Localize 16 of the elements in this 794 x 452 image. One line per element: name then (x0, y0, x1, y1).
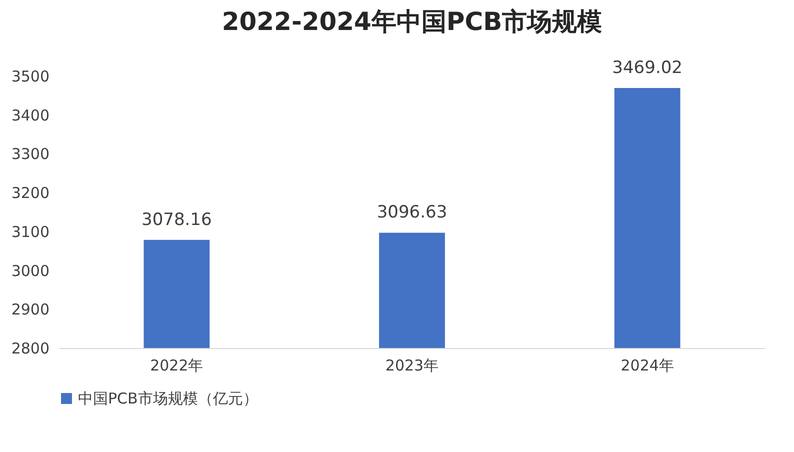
y-tick-label: 3300 (11, 145, 50, 164)
x-tick-label: 2024年 (620, 356, 674, 374)
y-tick-label: 2800 (11, 340, 50, 358)
y-tick-label: 3500 (11, 68, 50, 86)
y-tick-label: 2900 (11, 300, 50, 319)
data-label: 3096.63 (376, 202, 448, 223)
legend-label: 中国PCB市场规模（亿元） (78, 390, 258, 408)
data-label: 3469.02 (612, 58, 682, 78)
data-label: 3078.16 (142, 210, 212, 230)
x-tick-label: 2022年 (150, 356, 204, 374)
chart-title: 2022-2024年中国PCB市场规模 (222, 7, 602, 36)
x-tick-label: 2023年 (385, 356, 439, 374)
y-tick-label: 3100 (11, 222, 50, 241)
y-tick-label: 3200 (11, 184, 50, 202)
y-tick-label: 3000 (11, 262, 50, 280)
y-tick-label: 3400 (11, 106, 50, 124)
